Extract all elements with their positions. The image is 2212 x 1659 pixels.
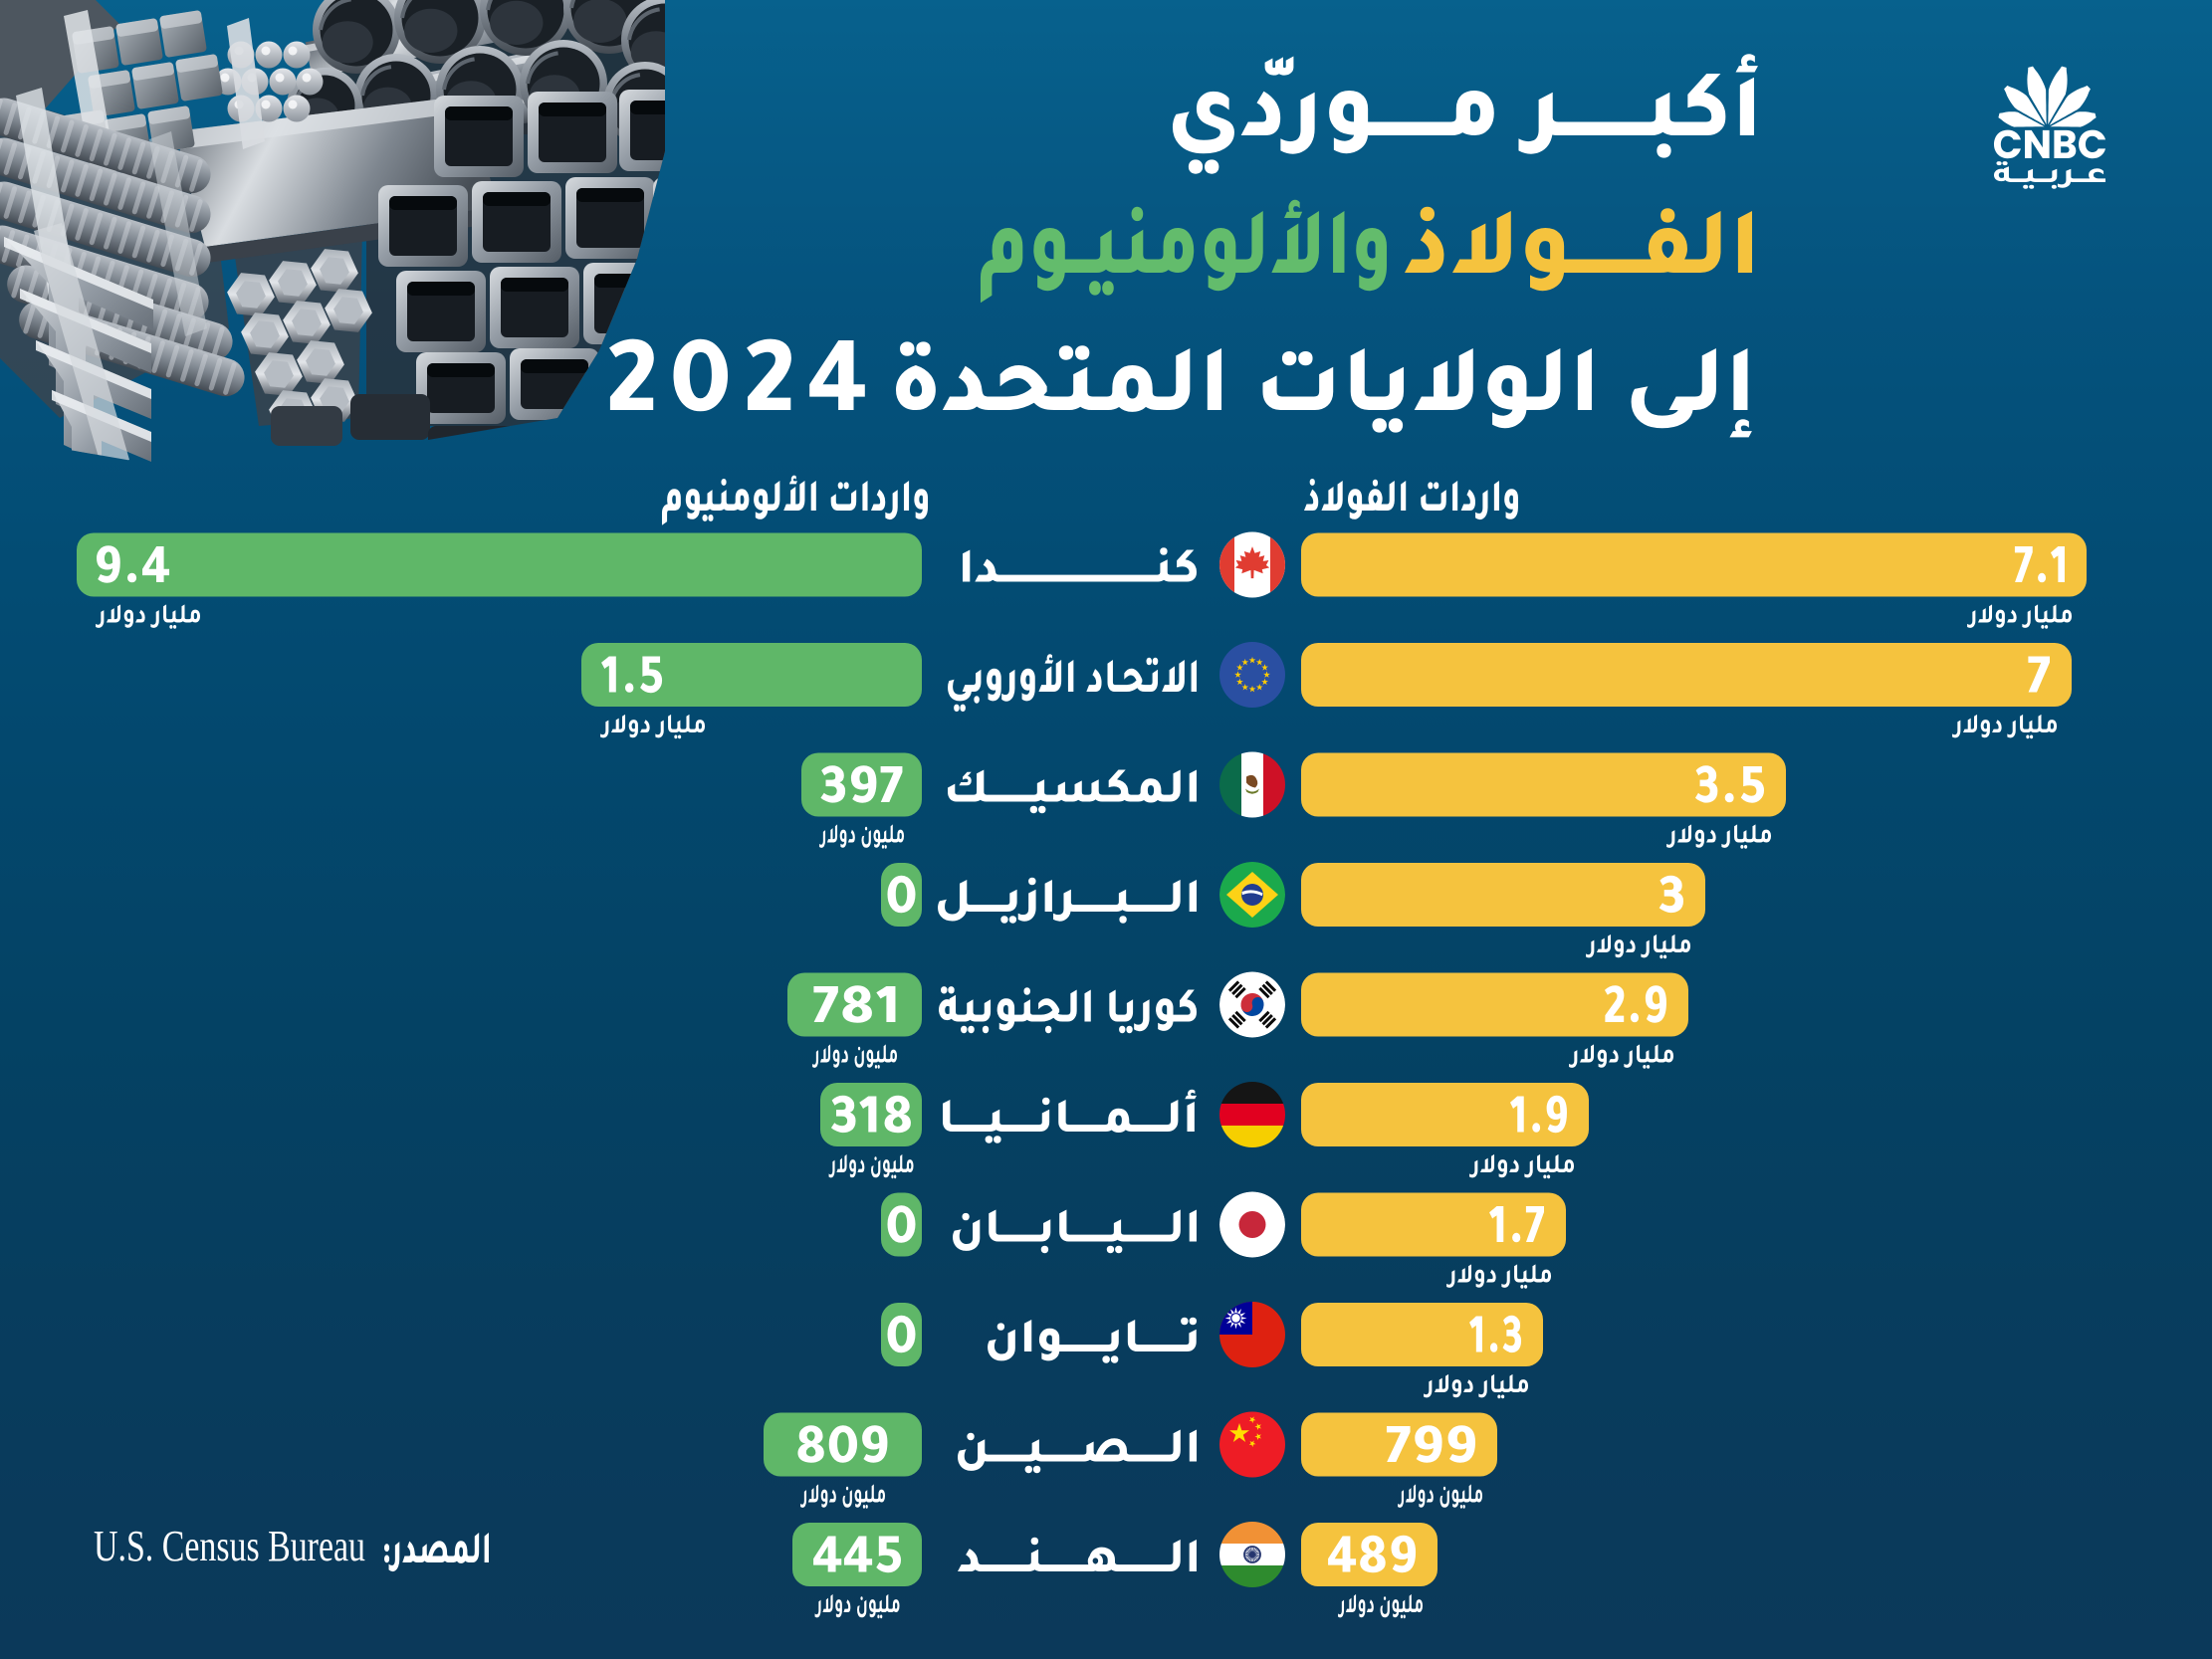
svg-text:U.S. Census Bureau: U.S. Census Bureau <box>94 1522 365 1570</box>
